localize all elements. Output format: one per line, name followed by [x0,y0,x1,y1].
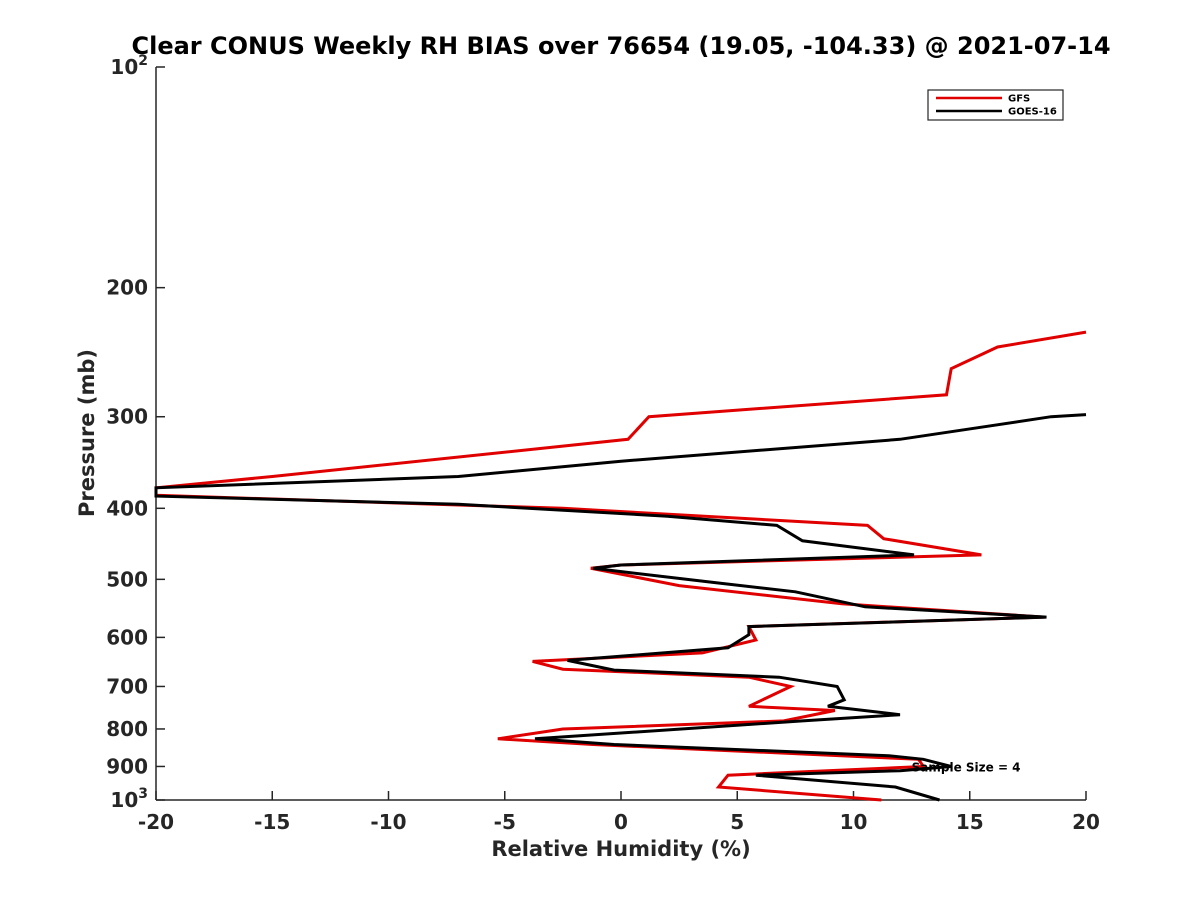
y-tick-label: 700 [106,674,148,698]
y-tick-label-exponent: 2 [138,53,148,69]
x-tick-label: 10 [840,810,868,834]
y-tick-label-base: 600 [106,625,148,649]
legend: GFS GOES-16 [927,89,1064,121]
legend-box [927,89,1064,121]
legend-items: GFS GOES-16 [936,94,1057,118]
x-tick-label: -15 [254,810,290,834]
y-tick-label: 400 [106,496,148,520]
legend-label-gfs: GFS [1008,94,1030,105]
y-tick-label-base: 800 [106,717,148,741]
chart-title: Clear CONUS Weekly RH BIAS over 76654 (1… [131,32,1110,60]
plot-area: -20 -15 -10 -5 0 5 10 15 20 10220030040050060070… [106,53,1100,834]
x-tick-label: 15 [956,810,984,834]
y-tick-label-exponent: 3 [138,786,148,802]
series-line-goes-16 [154,413,1087,802]
y-tick-label: 600 [106,625,148,649]
y-tick-label: 900 [106,754,148,778]
legend-label-goes-16: GOES-16 [1008,107,1057,118]
x-tick-label: -5 [494,810,516,834]
y-tick-label: 200 [106,276,148,300]
x-axis-ticks: -20 -15 -10 -5 0 5 10 15 20 [138,791,1100,834]
y-tick-label-base: 10 [110,55,138,79]
y-tick-label-base: 500 [106,567,148,591]
x-tick-label: -10 [370,810,406,834]
y-tick-label-base: 900 [106,754,148,778]
sample-size-annotation: Sample Size = 4 [912,760,1021,774]
y-tick-label: 800 [106,717,148,741]
y-tick-label-base: 300 [106,405,148,429]
series-lines [154,330,1087,802]
y-tick-label-base: 400 [106,496,148,520]
y-tick-label: 102 [110,53,148,79]
y-axis-label: Pressure (mb) [75,349,99,517]
y-tick-label-base: 10 [110,788,138,812]
y-tick-label-base: 700 [106,674,148,698]
x-tick-label: 20 [1072,810,1100,834]
x-tick-label: 0 [614,810,628,834]
y-tick-label: 300 [106,405,148,429]
y-tick-label: 103 [110,786,148,812]
x-tick-label: 5 [730,810,744,834]
y-tick-label: 500 [106,567,148,591]
y-tick-label-base: 200 [106,276,148,300]
x-axis-label: Relative Humidity (%) [491,837,750,861]
x-tick-label: -20 [138,810,174,834]
